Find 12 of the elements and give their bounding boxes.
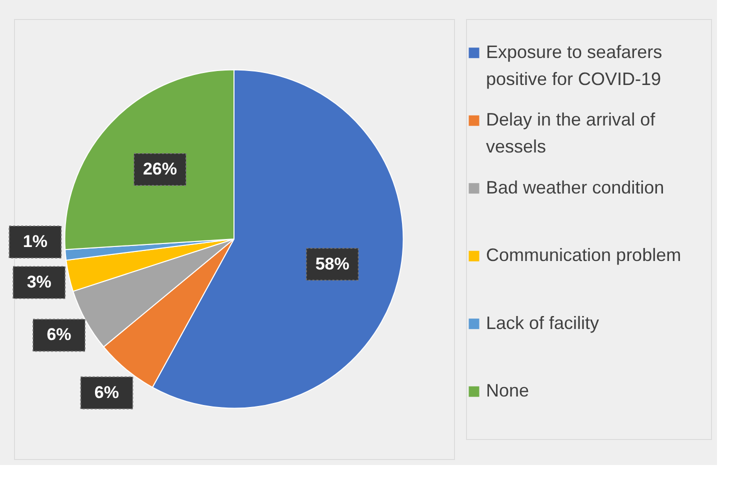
legend-label: Exposure to seafarers positive for COVID-19 — [486, 42, 662, 89]
data-label: 1% — [22, 232, 48, 251]
legend-label: Delay in the arrival of vessels — [486, 110, 656, 157]
data-label: 58% — [315, 254, 350, 274]
data-label: 6% — [94, 382, 119, 402]
legend-label: Communication problem — [486, 245, 682, 266]
legend-label: Bad weather condition — [486, 177, 664, 198]
data-label: 3% — [26, 272, 52, 292]
legend-label: None — [486, 380, 530, 401]
data-label: 6% — [46, 325, 72, 344]
data-label: 26% — [142, 159, 177, 178]
legend-label: Lack of facility — [486, 312, 600, 333]
